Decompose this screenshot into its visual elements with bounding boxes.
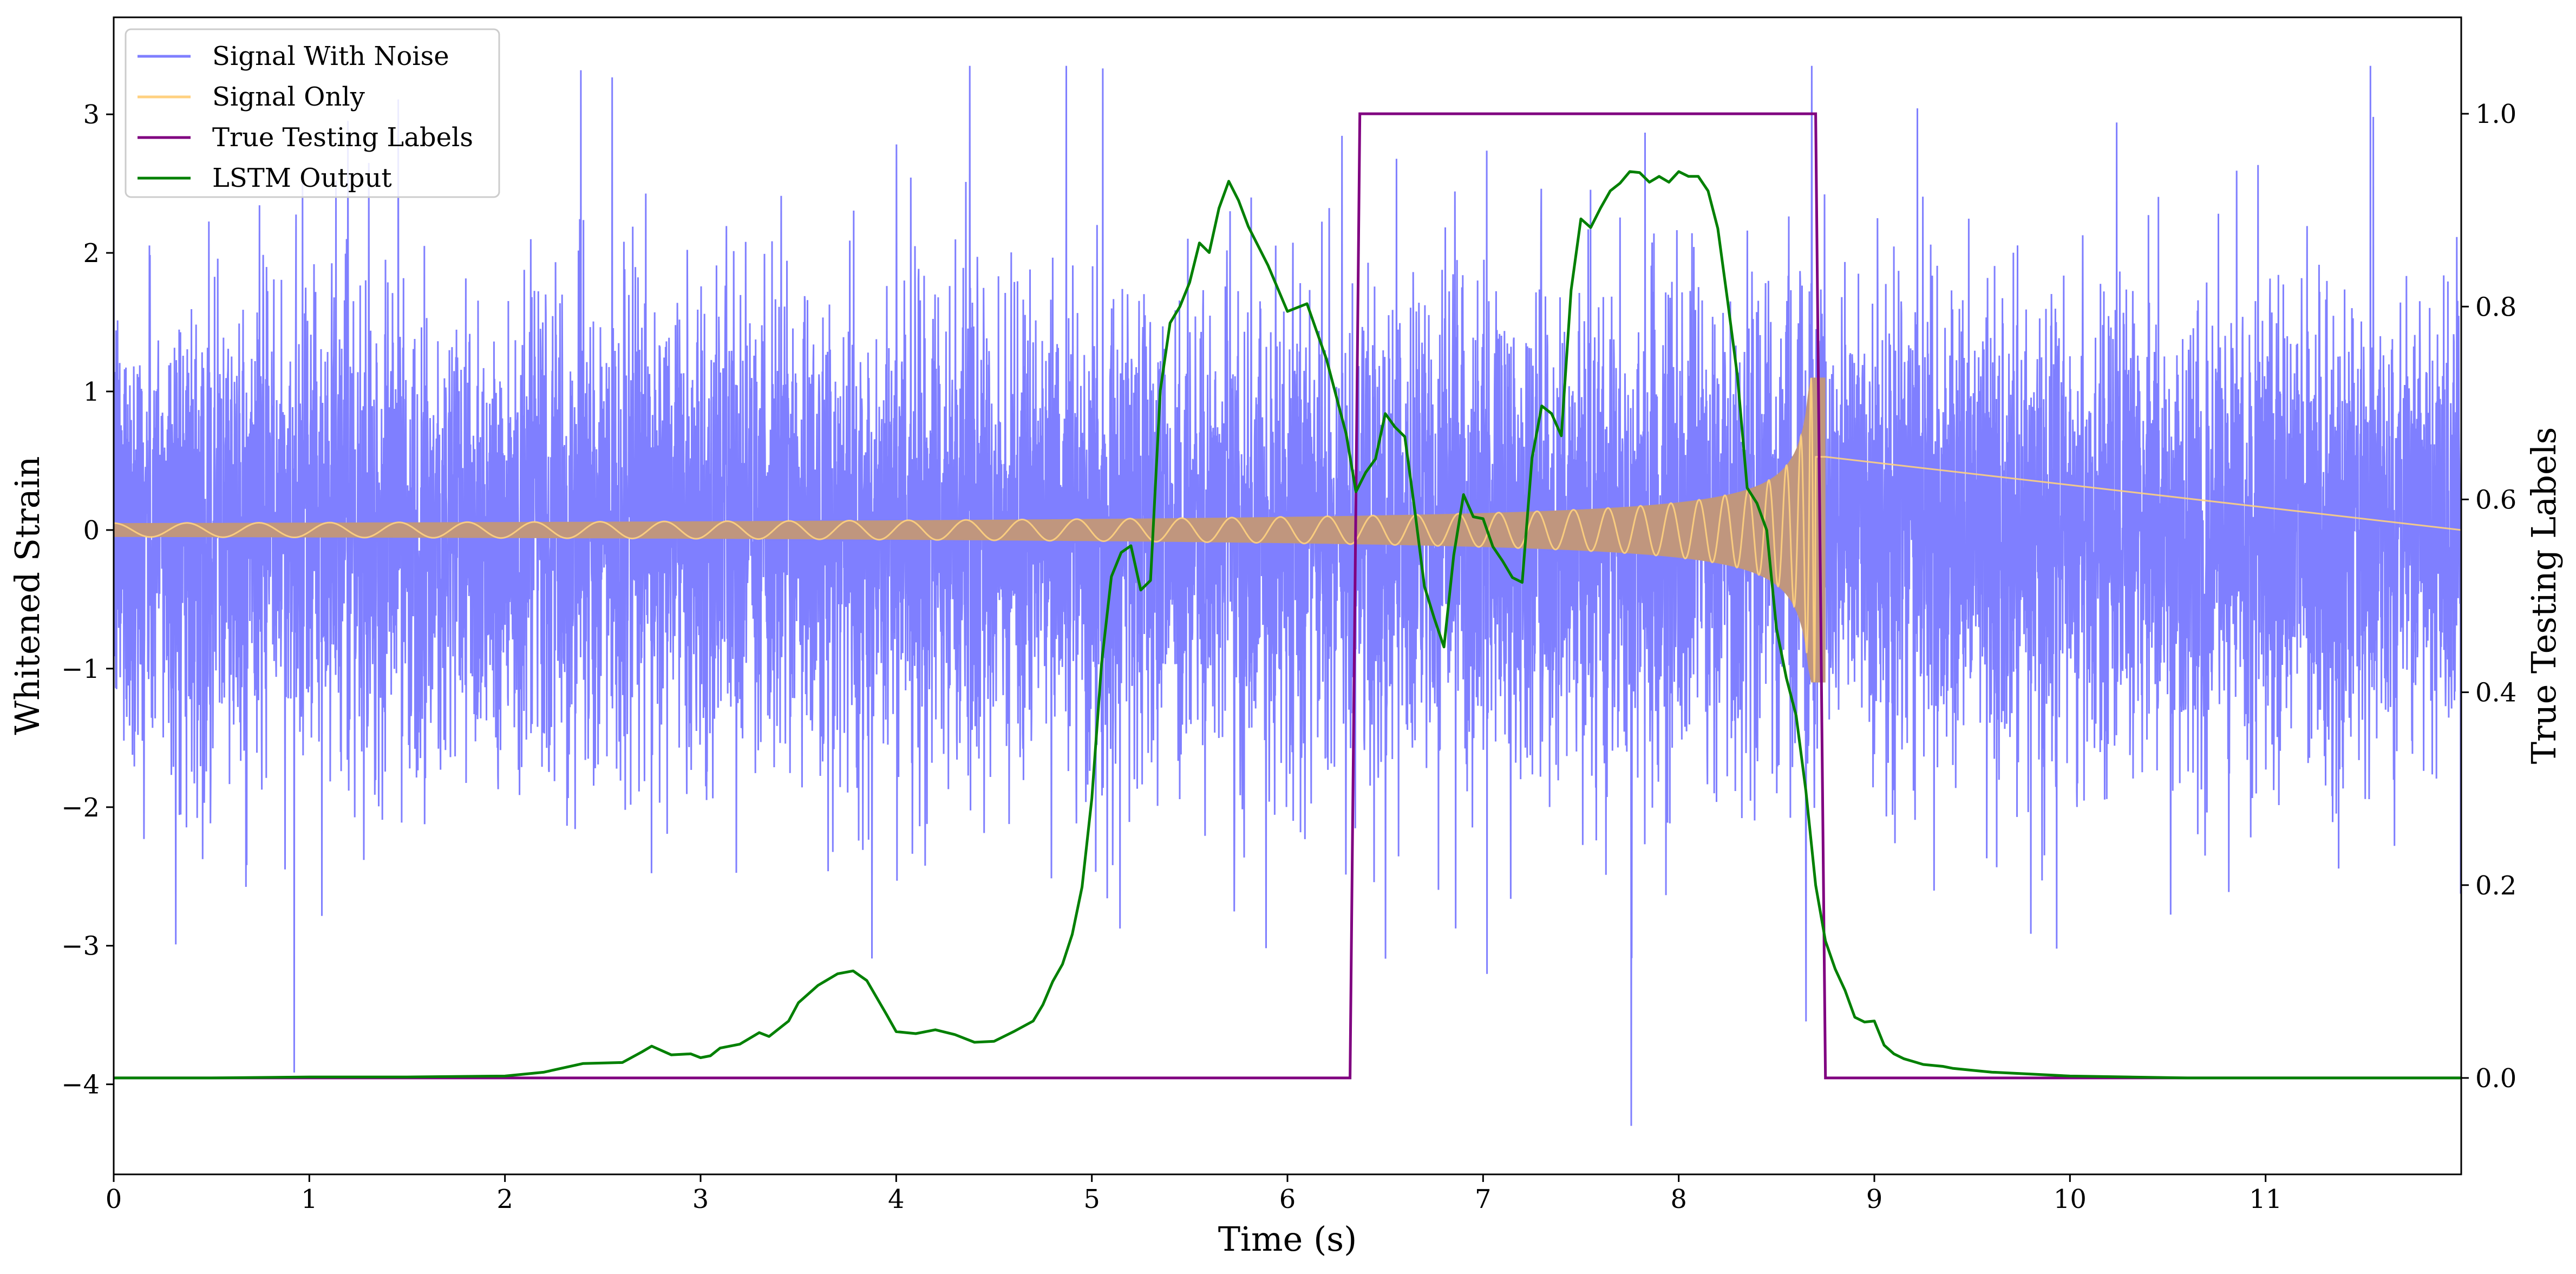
legend-box bbox=[125, 28, 500, 198]
x-tick-label: 6 bbox=[1279, 1184, 1296, 1214]
y2-tick-label: 0.6 bbox=[2475, 485, 2516, 515]
y-tick-label: −3 bbox=[61, 931, 100, 962]
legend-label: Signal With Noise bbox=[212, 41, 449, 71]
series-true-testing-labels-line bbox=[114, 112, 2461, 1080]
x-tick-label: 0 bbox=[106, 1184, 122, 1214]
x-tick-label: 11 bbox=[2249, 1184, 2282, 1214]
axes: 0 1 2 3 4 5 6 7 8 9 10 11 −4 −3 −2 −1 0 1 2 3 0.0 0.2 0.4 0.6 0.… bbox=[61, 99, 2516, 1214]
x-tick-label: 8 bbox=[1670, 1184, 1687, 1214]
y2-tick-label: 0.2 bbox=[2475, 871, 2516, 901]
series-signal-with-noise-line bbox=[114, 66, 2461, 1126]
series-signal-only-line bbox=[114, 377, 2461, 682]
y-tick-label: −1 bbox=[61, 654, 100, 684]
y2-tick-label: 0.0 bbox=[2475, 1063, 2516, 1094]
x-tick-label: 5 bbox=[1083, 1184, 1100, 1214]
x-tick-label: 2 bbox=[496, 1184, 513, 1214]
y-tick-label: −2 bbox=[61, 793, 100, 823]
x-tick-label: 4 bbox=[888, 1184, 905, 1214]
legend-label: LSTM Output bbox=[212, 163, 392, 193]
x-tick-label: 1 bbox=[301, 1184, 318, 1214]
x-tick-label: 7 bbox=[1475, 1184, 1492, 1214]
x-tick-label: 10 bbox=[2054, 1184, 2087, 1214]
legend-label: Signal Only bbox=[212, 82, 365, 112]
x-tick-label: 9 bbox=[1866, 1184, 1883, 1214]
y-tick-label: 0 bbox=[83, 515, 100, 546]
legend-label: True Testing Labels bbox=[212, 122, 473, 153]
y-tick-label: 1 bbox=[83, 377, 100, 407]
x-axis-title: Time (s) bbox=[1218, 1219, 1357, 1259]
series-signal-only-band bbox=[114, 377, 1826, 683]
x-tick-label: 3 bbox=[692, 1184, 709, 1214]
y-tick-label: −4 bbox=[61, 1070, 100, 1100]
y-tick-label: 3 bbox=[83, 100, 100, 130]
y2-tick-label: 0.8 bbox=[2475, 292, 2516, 322]
legend: Signal With Noise Signal Only True Testing… bbox=[125, 28, 500, 198]
y2-tick-label: 1.0 bbox=[2475, 99, 2516, 129]
plot-area bbox=[114, 66, 2461, 1126]
y-tick-label: 2 bbox=[83, 238, 100, 269]
y-axis-title: Whitened Strain bbox=[8, 456, 47, 735]
series-lstm-output-line bbox=[114, 170, 2461, 1080]
y2-tick-label: 0.4 bbox=[2475, 678, 2516, 708]
y2-axis-title: True Testing Labels bbox=[2524, 427, 2564, 765]
